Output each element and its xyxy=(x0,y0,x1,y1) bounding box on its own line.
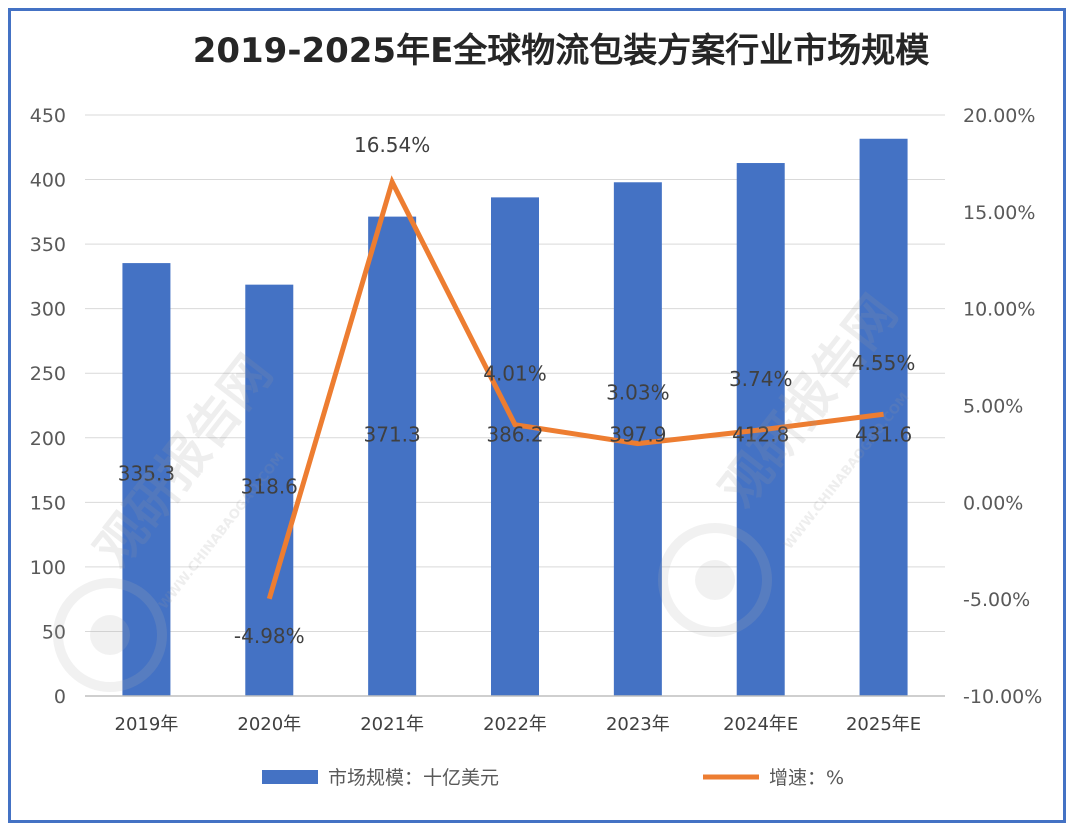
bar-value-label: 335.3 xyxy=(118,461,175,485)
growth-value-label: 3.03% xyxy=(606,381,670,405)
legend-bar-label: 市场规模：十亿美元 xyxy=(328,767,499,789)
legend-bar-swatch xyxy=(262,770,318,784)
bar xyxy=(368,216,417,696)
y-left-tick-label: 200 xyxy=(30,428,66,450)
y-right-tick-label: 10.00% xyxy=(963,299,1035,321)
watermark-logo-center-icon xyxy=(90,615,130,655)
y-left-tick-label: 0 xyxy=(54,686,66,708)
x-category-label: 2025年E xyxy=(846,714,921,735)
x-category-label: 2023年 xyxy=(606,714,670,735)
bar-value-label: 318.6 xyxy=(241,474,298,498)
axes: 0 50 100 150 200 250 300 350 400 450 -10.00% -5.00%… xyxy=(30,105,1043,735)
bar xyxy=(245,284,294,696)
watermark-logo-icon-2 xyxy=(658,523,772,637)
legend-line-label: 增速：% xyxy=(769,767,844,789)
x-category-label: 2020年 xyxy=(237,714,301,735)
y-left-tick-label: 350 xyxy=(30,234,66,256)
y-left-tick-label: 150 xyxy=(30,492,66,514)
x-category-label: 2019年 xyxy=(115,714,179,735)
y-left-tick-label: 100 xyxy=(30,557,66,579)
bar-value-label: 386.2 xyxy=(486,423,543,447)
y-right-tick-label: 5.00% xyxy=(963,396,1023,418)
y-right-tick-label: 20.00% xyxy=(963,105,1035,127)
growth-value-label: 16.54% xyxy=(354,133,430,157)
bar xyxy=(491,197,539,696)
growth-value-label: -4.98% xyxy=(234,624,305,648)
growth-value-label: 4.01% xyxy=(483,362,547,386)
growth-value-label: 4.55% xyxy=(852,351,916,375)
line-series xyxy=(266,175,884,600)
watermark-logo-icon xyxy=(53,578,167,692)
x-category-label: 2021年 xyxy=(360,714,424,735)
y-right-tick-label: -5.00% xyxy=(963,589,1030,611)
watermark-logo-center-icon-2 xyxy=(695,560,735,600)
data-labels: 335.3 318.6 371.3 386.2 397.9 412.8 431.6 -4.98… xyxy=(118,133,916,648)
bar-value-label: 431.6 xyxy=(855,423,912,447)
y-right-tick-label: -10.00% xyxy=(963,686,1042,708)
growth-line xyxy=(266,175,884,600)
y-right-tick-label: 15.00% xyxy=(963,202,1035,224)
bar xyxy=(122,263,171,696)
y-left-tick-label: 400 xyxy=(30,170,66,192)
y-left-tick-label: 50 xyxy=(42,621,66,643)
y-left-tick-label: 250 xyxy=(30,363,66,385)
bar-value-label: 397.9 xyxy=(609,423,666,447)
y-right-tick-label: 0.00% xyxy=(963,492,1023,514)
bar-value-label: 412.8 xyxy=(732,423,789,447)
growth-value-label: 3.74% xyxy=(729,367,793,391)
legend: 市场规模：十亿美元 增速：% xyxy=(262,767,844,789)
y-left-tick-label: 450 xyxy=(30,105,66,127)
x-category-label: 2022年 xyxy=(483,714,547,735)
y-left-tick-label: 300 xyxy=(30,299,66,321)
x-category-label: 2024年E xyxy=(723,714,798,735)
chart-title: 2019-2025年E全球物流包装方案行业市场规模 xyxy=(193,31,930,71)
bar-value-label: 371.3 xyxy=(364,423,421,447)
